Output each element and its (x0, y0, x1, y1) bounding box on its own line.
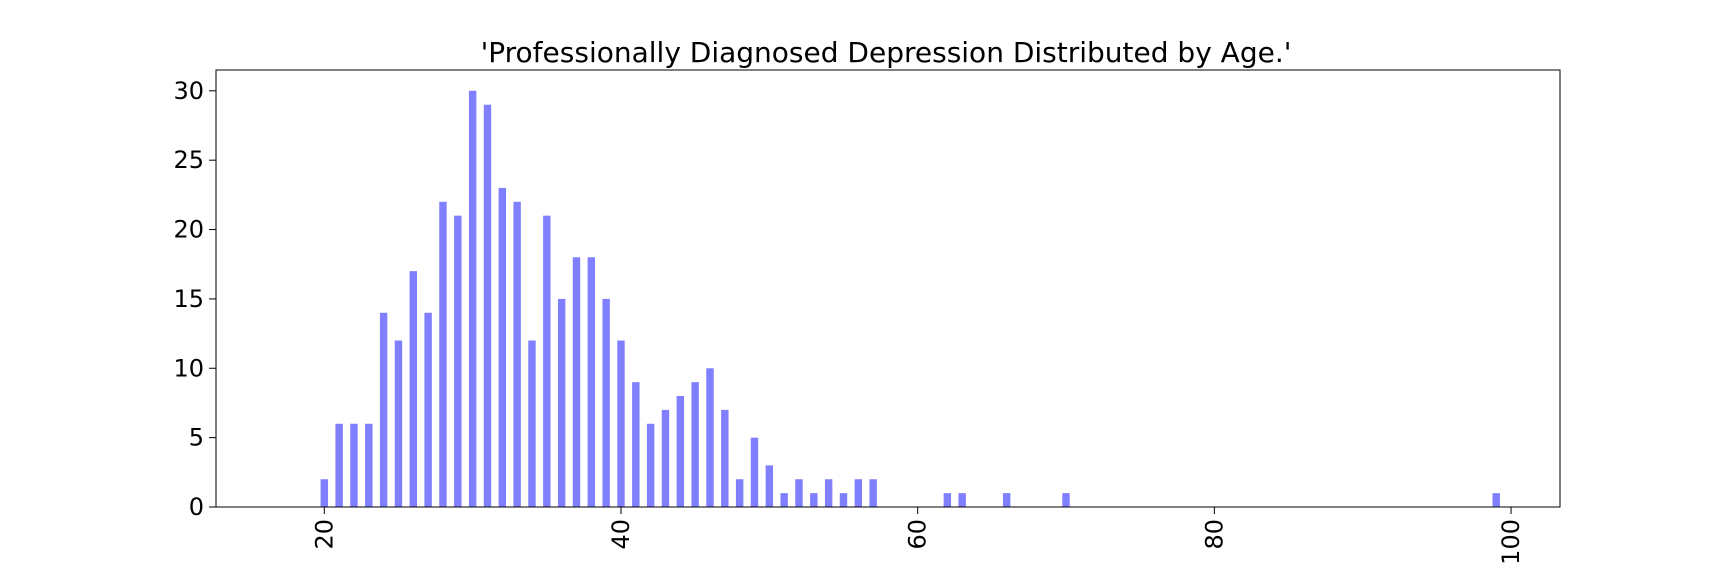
bar-age-55 (839, 493, 848, 507)
bar-age-63 (958, 493, 966, 507)
bar-age-45 (691, 382, 699, 507)
bar-age-99 (1492, 493, 1500, 507)
bar-age-47 (721, 409, 729, 507)
bar-age-21 (335, 423, 343, 507)
bar-age-62 (943, 493, 952, 507)
bar-age-25 (394, 340, 403, 507)
bar-age-52 (795, 479, 803, 507)
bar-age-30 (468, 90, 477, 507)
bar-age-44 (676, 396, 685, 507)
y-tick-label: 0 (189, 493, 204, 521)
y-tick-label: 25 (173, 146, 204, 174)
bar-age-70 (1062, 493, 1070, 507)
bar-age-20 (320, 479, 328, 507)
bar-age-40 (617, 340, 625, 507)
bar-age-41 (632, 382, 640, 507)
bar-age-33 (513, 201, 521, 508)
bars-group (320, 90, 1500, 508)
y-tick-label: 5 (189, 424, 204, 452)
y-tick-label: 10 (173, 354, 204, 382)
bar-age-57 (869, 479, 877, 507)
y-tick-label: 15 (173, 285, 204, 313)
plot-frame (215, 69, 1561, 508)
chart-title: 'Professionally Diagnosed Depression Dis… (481, 36, 1292, 69)
bar-age-48 (735, 479, 744, 507)
y-tick-label: 20 (173, 216, 204, 244)
bar-age-23 (365, 423, 373, 507)
bar-age-46 (706, 368, 714, 507)
bar-age-34 (528, 340, 536, 507)
x-tick-label: 100 (1497, 519, 1525, 565)
bar-age-54 (824, 479, 833, 507)
bar-age-27 (424, 312, 432, 507)
bar-age-35 (543, 215, 551, 508)
bar-age-22 (350, 423, 358, 507)
bar-age-32 (498, 187, 507, 508)
bar-age-39 (602, 298, 610, 507)
x-axis: 20 40 60 80 100 (310, 507, 1525, 565)
bar-age-66 (1002, 493, 1011, 507)
x-tick-label: 60 (904, 519, 932, 550)
y-axis: 0 5 10 15 20 25 30 (173, 77, 216, 521)
bar-age-51 (780, 493, 788, 507)
bar-age-38 (587, 257, 596, 507)
bar-age-31 (483, 104, 492, 508)
y-tick-label: 30 (173, 77, 204, 105)
bar-age-24 (379, 312, 388, 507)
bar-age-37 (572, 257, 581, 507)
bar-age-28 (439, 201, 447, 508)
bar-age-43 (661, 409, 670, 507)
x-tick-label: 40 (607, 519, 635, 550)
x-tick-label: 80 (1200, 519, 1228, 550)
bar-age-53 (810, 493, 818, 507)
x-tick-label: 20 (310, 519, 338, 550)
bar-age-42 (646, 423, 655, 507)
bar-age-29 (454, 215, 462, 508)
bar-age-49 (750, 437, 759, 507)
bar-age-50 (765, 465, 774, 507)
bar-age-36 (557, 298, 566, 507)
bar-age-56 (854, 479, 863, 507)
bar-age-26 (409, 271, 418, 507)
